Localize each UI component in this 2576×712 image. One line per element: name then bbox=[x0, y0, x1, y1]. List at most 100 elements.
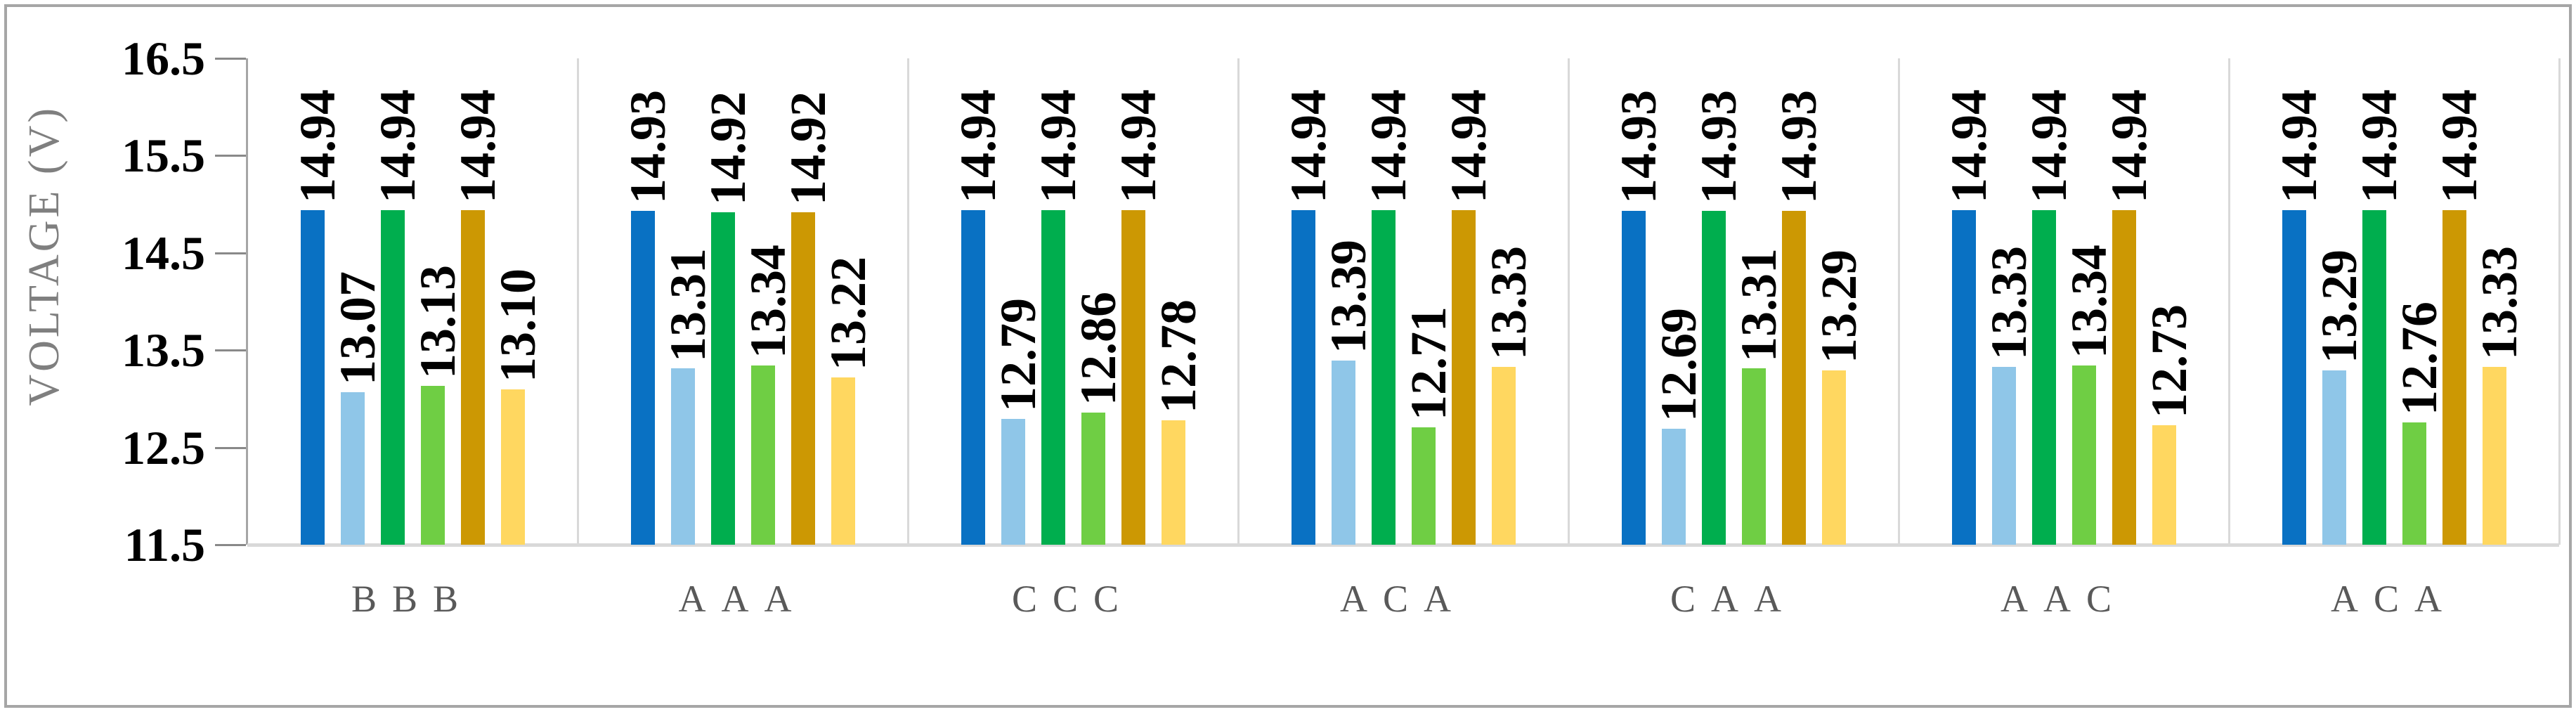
bar-value-label: 12.79 bbox=[989, 298, 1046, 413]
bar-value-label: 14.94 bbox=[949, 89, 1006, 203]
y-tick-mark bbox=[215, 155, 246, 157]
bar-value-label: 14.92 bbox=[699, 91, 756, 205]
y-tick-label: 13.5 bbox=[122, 323, 205, 377]
bar bbox=[2322, 370, 2346, 545]
y-tick-label: 16.5 bbox=[122, 32, 205, 85]
bar bbox=[750, 365, 775, 545]
category-label: AAA bbox=[678, 578, 807, 620]
bar-value-label: 13.22 bbox=[819, 256, 876, 370]
bar bbox=[2362, 209, 2386, 545]
bar-value-label: 12.73 bbox=[2140, 304, 2197, 418]
bar bbox=[630, 211, 655, 545]
bar bbox=[831, 377, 855, 545]
bar-value-label: 12.69 bbox=[1650, 308, 1707, 422]
x-axis-line bbox=[247, 543, 2559, 547]
bar bbox=[1661, 429, 1686, 545]
bar bbox=[380, 209, 405, 545]
y-tick-label: 15.5 bbox=[122, 129, 205, 183]
bar bbox=[1491, 366, 1516, 545]
bar bbox=[2282, 209, 2306, 545]
bar-value-label: 14.94 bbox=[1110, 89, 1166, 203]
y-tick-label: 11.5 bbox=[124, 518, 205, 571]
bar bbox=[500, 389, 525, 545]
bar-value-label: 14.94 bbox=[2020, 89, 2077, 203]
bar bbox=[791, 212, 815, 545]
bar-value-label: 14.94 bbox=[1280, 89, 1336, 203]
category-label: ACA bbox=[1339, 578, 1466, 620]
bar bbox=[2071, 365, 2096, 545]
bar-value-label: 13.29 bbox=[2310, 250, 2367, 364]
bar bbox=[670, 368, 695, 545]
y-axis-line bbox=[246, 58, 248, 545]
bar-value-label: 13.33 bbox=[1980, 245, 2037, 360]
bar bbox=[1411, 427, 1436, 545]
bar bbox=[300, 209, 325, 545]
bar bbox=[1161, 420, 1185, 545]
bar bbox=[1291, 209, 1315, 545]
y-tick-mark bbox=[215, 252, 246, 254]
bar bbox=[2442, 209, 2466, 545]
bar-value-label: 13.10 bbox=[489, 268, 546, 382]
bar bbox=[1701, 211, 1726, 545]
bar-value-label: 12.71 bbox=[1400, 306, 1457, 420]
chart-border bbox=[4, 4, 2572, 708]
bar bbox=[1741, 368, 1766, 545]
bar-value-label: 13.31 bbox=[1730, 247, 1787, 362]
bar bbox=[1371, 209, 1396, 545]
y-tick-label: 12.5 bbox=[122, 420, 205, 474]
category-separator-line bbox=[906, 58, 909, 545]
bar-value-label: 13.34 bbox=[2060, 245, 2117, 359]
bar-value-label: 13.34 bbox=[739, 245, 796, 359]
bar-value-label: 13.29 bbox=[1810, 250, 1867, 364]
bar-value-label: 13.39 bbox=[1320, 240, 1377, 354]
bar-value-label: 12.76 bbox=[2390, 301, 2447, 415]
bar bbox=[1121, 209, 1145, 545]
bar-value-label: 14.93 bbox=[1690, 90, 1747, 205]
bar bbox=[710, 212, 735, 545]
bar-value-label: 14.93 bbox=[619, 90, 676, 205]
bar-value-label: 12.78 bbox=[1150, 299, 1206, 413]
bar bbox=[1781, 211, 1806, 545]
bar bbox=[340, 391, 365, 545]
bar bbox=[1041, 209, 1065, 545]
bar bbox=[1821, 370, 1846, 545]
bar bbox=[420, 386, 445, 545]
bar-value-label: 13.13 bbox=[409, 265, 466, 380]
y-tick-label: 14.5 bbox=[122, 226, 205, 280]
bar bbox=[961, 209, 985, 545]
bar bbox=[2031, 209, 2056, 545]
bar-value-label: 14.94 bbox=[2431, 89, 2487, 203]
bar bbox=[1451, 209, 1476, 545]
bar-value-label: 13.31 bbox=[659, 247, 716, 362]
bar bbox=[1081, 412, 1105, 545]
category-label: AAC bbox=[2000, 578, 2127, 620]
bar-value-label: 14.93 bbox=[1770, 90, 1827, 205]
bar-value-label: 12.86 bbox=[1069, 291, 1126, 406]
category-separator-line bbox=[1897, 58, 1900, 545]
category-separator-line bbox=[2558, 58, 2561, 545]
bar bbox=[2112, 209, 2136, 545]
bar-value-label: 14.94 bbox=[2350, 89, 2407, 203]
y-tick-mark bbox=[215, 58, 246, 60]
y-tick-mark bbox=[215, 349, 246, 352]
bar-value-label: 14.94 bbox=[1940, 89, 1997, 203]
bar bbox=[1991, 366, 2016, 545]
bar bbox=[2402, 422, 2426, 545]
y-tick-mark bbox=[215, 544, 246, 546]
bar-value-label: 14.94 bbox=[1440, 89, 1497, 203]
bar bbox=[1001, 419, 1025, 545]
bar-value-label: 13.07 bbox=[329, 271, 386, 385]
category-separator-line bbox=[2227, 58, 2230, 545]
bar bbox=[1331, 361, 1355, 545]
bar-value-label: 14.94 bbox=[1029, 89, 1086, 203]
bar-value-label: 13.33 bbox=[1480, 245, 1537, 360]
bar-value-label: 14.94 bbox=[2270, 89, 2327, 203]
category-separator-line bbox=[1237, 58, 1240, 545]
category-label: CAA bbox=[1670, 578, 1797, 620]
bar-value-label: 14.94 bbox=[289, 89, 346, 203]
y-tick-mark bbox=[215, 446, 246, 449]
bar bbox=[2152, 425, 2176, 545]
bar-value-label: 14.94 bbox=[369, 89, 426, 203]
bar-value-label: 14.94 bbox=[449, 89, 506, 203]
